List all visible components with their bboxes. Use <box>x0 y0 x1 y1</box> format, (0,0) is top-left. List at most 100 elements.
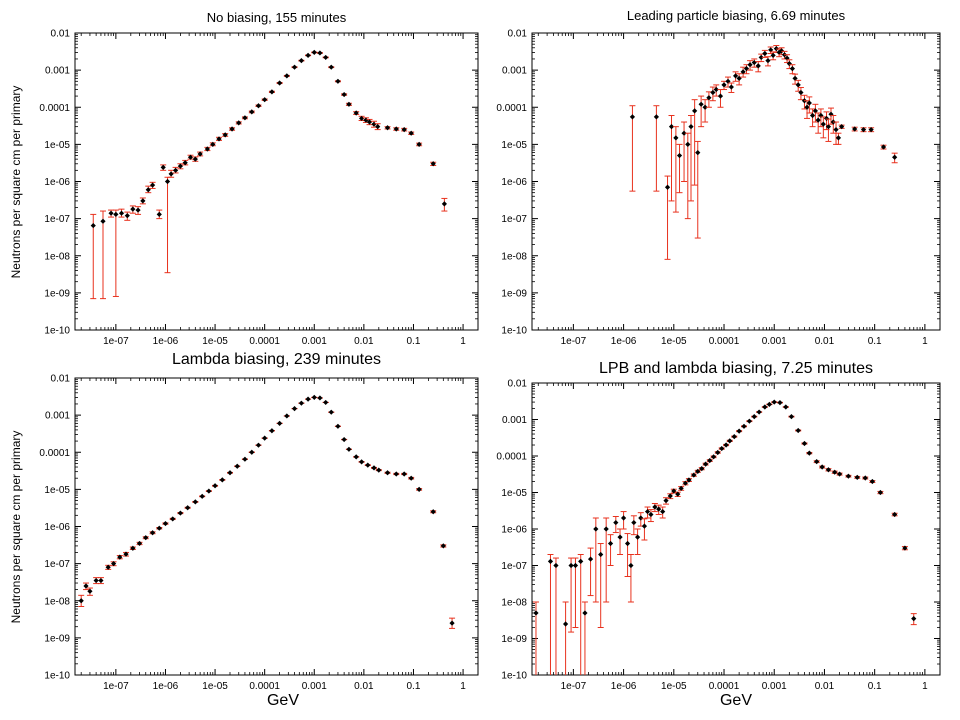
data-point <box>416 141 422 147</box>
data-point <box>353 454 359 460</box>
data-point <box>135 207 141 213</box>
data-point <box>440 543 446 549</box>
data-point <box>284 73 290 79</box>
error-bar <box>698 95 705 128</box>
data-point <box>291 405 298 412</box>
error-bar <box>90 213 97 300</box>
data-point <box>702 104 708 110</box>
data-point <box>156 525 162 531</box>
y-tick-label: 0.001 <box>45 66 70 77</box>
data-point <box>613 519 619 526</box>
panel-title: LPB and lambda biasing, 7.25 minutes <box>599 360 873 377</box>
y-tick-label: 1e-05 <box>44 485 70 496</box>
data-point <box>130 545 136 551</box>
data-point <box>691 472 697 478</box>
data-point <box>740 69 746 75</box>
data-point <box>269 89 275 95</box>
data-point <box>236 120 242 126</box>
x-tick-label: 1e-06 <box>153 681 179 692</box>
data-point <box>607 540 614 547</box>
panel-lpb-and-lambda-biasing: LPB and lambda biasing, 7.25 minutes 0.01… <box>496 360 941 692</box>
data-point <box>676 152 683 159</box>
data-point <box>328 409 334 415</box>
data-point <box>582 610 588 616</box>
error-bar <box>820 116 827 139</box>
data-point <box>408 475 414 481</box>
y-tick-label: 1e-09 <box>501 634 527 645</box>
data-point <box>255 103 262 109</box>
data-point <box>755 63 761 69</box>
data-point <box>620 515 627 521</box>
data-point <box>249 109 255 115</box>
data-point <box>721 82 727 88</box>
data-point <box>430 161 436 167</box>
panel-title: Lambda biasing, 239 minutes <box>172 351 381 368</box>
data-point <box>335 423 341 429</box>
data-point <box>727 438 733 444</box>
data-point <box>366 119 373 125</box>
data-point <box>792 75 798 81</box>
data-point <box>862 475 868 481</box>
y-tick-label: 1e-08 <box>44 251 70 262</box>
x-tick-label: 0.1 <box>868 681 882 692</box>
data-series <box>532 399 917 675</box>
data-point <box>723 442 729 448</box>
data-point <box>703 461 709 467</box>
data-point <box>140 198 146 204</box>
data-point <box>706 95 712 101</box>
y-tick-label: 1e-08 <box>501 598 527 609</box>
data-point <box>667 493 673 499</box>
data-point <box>108 210 114 216</box>
y-tick-label: 1e-06 <box>501 177 527 188</box>
data-point <box>747 62 753 68</box>
data-point <box>736 428 742 434</box>
data-point <box>603 526 609 532</box>
data-point <box>668 124 675 130</box>
y-tick-label: 0.0001 <box>39 448 70 459</box>
data-point <box>795 427 801 434</box>
data-point <box>170 516 176 522</box>
data-point <box>124 213 130 219</box>
x-tick-label: 1e-06 <box>611 336 637 347</box>
data-point <box>707 457 713 464</box>
data-point <box>719 445 725 452</box>
error-bar <box>676 143 683 194</box>
x-tick-label: 0.001 <box>762 681 787 692</box>
error-bar <box>99 210 106 300</box>
data-point <box>262 435 268 441</box>
error-bar <box>552 557 559 675</box>
data-point <box>393 126 399 132</box>
error-bar <box>607 534 614 566</box>
data-point <box>358 115 365 122</box>
data-point <box>833 127 839 133</box>
x-tick-label: 1e-07 <box>103 681 129 692</box>
data-point <box>365 462 371 468</box>
x-tick-label: 1e-06 <box>153 336 179 347</box>
data-point <box>732 73 739 79</box>
data-point <box>562 621 569 627</box>
data-point <box>911 616 917 622</box>
data-point <box>836 471 843 477</box>
panel-lambda-biasing: Lambda biasing, 239 minutes 0.01 0.001 0.00… <box>39 351 479 692</box>
data-point <box>177 163 183 169</box>
x-tick-label: 1 <box>460 681 466 692</box>
data-point <box>291 64 298 70</box>
data-point <box>804 104 810 110</box>
data-point <box>83 583 89 589</box>
data-point <box>269 428 275 434</box>
data-point <box>219 477 225 483</box>
y-tick-label: 1e-10 <box>501 671 527 682</box>
error-bar <box>577 554 584 675</box>
data-point <box>105 564 111 570</box>
data-point <box>143 535 149 541</box>
data-point <box>758 54 764 61</box>
data-point <box>242 115 248 121</box>
data-point <box>809 112 816 119</box>
data-point <box>656 506 662 512</box>
panel-no-biasing: No biasing, 155 minutes 0.01 0.001 0.0001 1e… <box>39 10 479 347</box>
error-bar <box>825 118 832 142</box>
y-tick-label: 0.0001 <box>39 103 70 114</box>
data-point <box>216 136 222 142</box>
x-tick-label: 1 <box>922 681 928 692</box>
data-point <box>276 80 283 86</box>
